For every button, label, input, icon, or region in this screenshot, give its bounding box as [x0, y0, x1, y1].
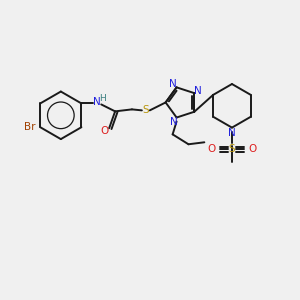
Text: N: N — [170, 118, 178, 128]
Text: N: N — [93, 98, 101, 107]
Text: N: N — [194, 86, 202, 96]
Text: Br: Br — [24, 122, 35, 132]
Text: S: S — [229, 144, 235, 154]
Text: N: N — [228, 128, 236, 138]
Text: O: O — [207, 144, 215, 154]
Text: O: O — [100, 126, 108, 136]
Text: O: O — [249, 144, 257, 154]
Text: H: H — [99, 94, 106, 103]
Text: N: N — [169, 80, 176, 89]
Text: S: S — [142, 105, 149, 116]
